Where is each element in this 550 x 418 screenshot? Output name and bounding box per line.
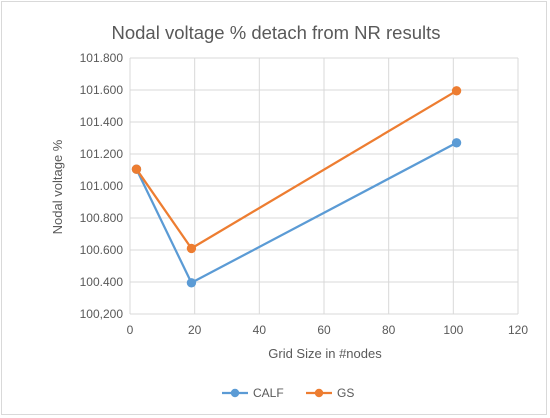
x-tick-label: 0 (127, 323, 134, 337)
legend-marker (314, 388, 324, 398)
plot-series (131, 86, 462, 288)
series-line-calf (135, 141, 458, 284)
legend-marker (230, 388, 240, 398)
data-point-gs (186, 243, 197, 254)
x-tick-label: 100 (443, 323, 463, 337)
y-axis-title: Nodal voltage % (50, 139, 65, 234)
series-calf (131, 138, 462, 288)
y-tick-label: 101.400 (80, 115, 124, 129)
y-tick-label: 101.200 (80, 147, 124, 161)
y-tick-label: 100.600 (80, 243, 124, 257)
legend-item-calf: CALF (222, 386, 284, 400)
x-tick-label: 120 (508, 323, 528, 337)
series-line-gs (135, 89, 458, 250)
x-tick-labels: 0 20 40 60 80 100 120 (127, 323, 529, 337)
legend-item-gs: GS (306, 386, 354, 400)
y-tick-label: 100.400 (80, 275, 124, 289)
data-point-calf (451, 138, 462, 148)
y-tick-label: 100,200 (80, 307, 124, 321)
y-tick-label: 101.600 (80, 83, 124, 97)
data-point-calf (186, 278, 197, 288)
data-point-gs (131, 164, 142, 174)
x-tick-label: 60 (317, 323, 331, 337)
x-tick-label: 40 (253, 323, 267, 337)
series-gs (131, 86, 462, 254)
y-tick-label: 100.800 (80, 211, 124, 225)
x-tick-label: 80 (382, 323, 396, 337)
x-axis-title: Grid Size in #nodes (268, 346, 382, 361)
legend-label: GS (337, 386, 354, 400)
y-tick-label: 101.000 (80, 179, 124, 193)
legend: CALF GS (222, 386, 354, 400)
data-point-gs (451, 86, 462, 96)
y-tick-labels: 100,200 100.400 100.600 100.800 101.000 101.2… (80, 51, 124, 321)
x-tick-label: 20 (188, 323, 202, 337)
y-tick-label: 101.800 (80, 51, 124, 65)
legend-label: CALF (253, 386, 284, 400)
chart-title: Nodal voltage % detach from NR results (111, 22, 440, 43)
